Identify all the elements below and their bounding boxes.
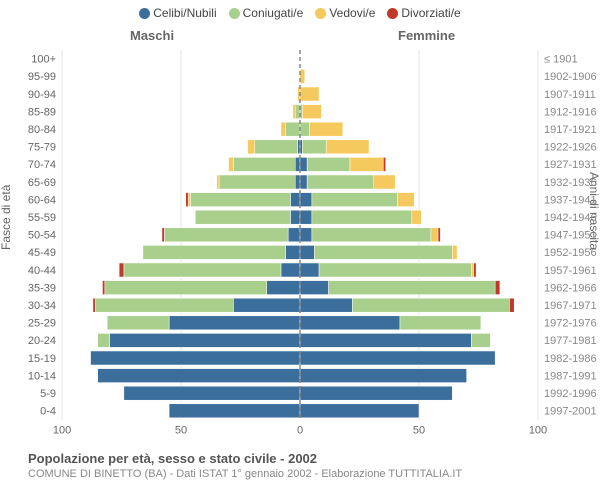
svg-text:100+: 100+: [31, 54, 56, 66]
svg-text:55-59: 55-59: [28, 212, 56, 224]
svg-text:1947-1951: 1947-1951: [544, 230, 597, 242]
svg-text:1957-1961: 1957-1961: [544, 265, 597, 277]
legend-dot: [315, 8, 326, 19]
svg-text:1937-1941: 1937-1941: [544, 194, 597, 206]
legend-dot: [139, 8, 150, 19]
svg-text:30-34: 30-34: [28, 300, 56, 312]
chart-subtitle: COMUNE DI BINETTO (BA) - Dati ISTAT 1° g…: [28, 468, 462, 480]
legend-item: Divorziati/e: [387, 6, 460, 20]
legend-dot: [229, 8, 240, 19]
svg-text:5-9: 5-9: [40, 388, 56, 400]
svg-text:1912-1916: 1912-1916: [544, 106, 597, 118]
svg-text:50-54: 50-54: [28, 230, 56, 242]
svg-text:60-64: 60-64: [28, 194, 56, 206]
svg-text:1902-1906: 1902-1906: [544, 71, 597, 83]
svg-text:35-39: 35-39: [28, 282, 56, 294]
svg-text:90-94: 90-94: [28, 89, 56, 101]
svg-text:≤ 1901: ≤ 1901: [544, 54, 578, 66]
svg-text:1962-1966: 1962-1966: [544, 282, 597, 294]
svg-text:1922-1926: 1922-1926: [544, 142, 597, 154]
y-axis-left-title: Fasce di età: [0, 185, 13, 250]
svg-text:100: 100: [53, 425, 71, 437]
svg-text:1932-1936: 1932-1936: [544, 177, 597, 189]
svg-text:65-69: 65-69: [28, 177, 56, 189]
svg-text:100: 100: [529, 425, 547, 437]
legend-item: Coniugati/e: [229, 6, 304, 20]
svg-text:1917-1921: 1917-1921: [544, 124, 597, 136]
svg-text:1907-1911: 1907-1911: [544, 89, 596, 101]
population-pyramid-chart: Celibi/Nubili Coniugati/e Vedovi/e Divorzia…: [0, 0, 600, 500]
svg-text:1987-1991: 1987-1991: [544, 370, 597, 382]
male-header: Maschi: [130, 28, 174, 43]
svg-text:1927-1931: 1927-1931: [544, 159, 597, 171]
svg-text:80-84: 80-84: [28, 124, 56, 136]
svg-text:0-4: 0-4: [40, 406, 56, 418]
svg-text:1972-1976: 1972-1976: [544, 318, 597, 330]
legend-dot: [387, 8, 398, 19]
svg-text:0: 0: [297, 425, 303, 437]
svg-text:25-29: 25-29: [28, 318, 56, 330]
svg-text:1967-1971: 1967-1971: [544, 300, 597, 312]
legend-item: Celibi/Nubili: [139, 6, 216, 20]
svg-text:45-49: 45-49: [28, 247, 56, 259]
female-header: Femmine: [398, 28, 455, 43]
legend-item: Vedovi/e: [315, 6, 375, 20]
svg-text:15-19: 15-19: [28, 353, 56, 365]
chart-title: Popolazione per età, sesso e stato civil…: [28, 451, 462, 466]
svg-text:1952-1956: 1952-1956: [544, 247, 597, 259]
svg-text:50: 50: [175, 425, 187, 437]
legend: Celibi/Nubili Coniugati/e Vedovi/e Divorzia…: [0, 6, 600, 20]
svg-text:1977-1981: 1977-1981: [544, 335, 597, 347]
svg-text:70-74: 70-74: [28, 159, 56, 171]
svg-text:1982-1986: 1982-1986: [544, 353, 597, 365]
svg-text:95-99: 95-99: [28, 71, 56, 83]
pyramid-plot: 100+≤ 190195-991902-190690-941907-191185…: [62, 44, 538, 442]
chart-footer: Popolazione per età, sesso e stato civil…: [28, 451, 462, 480]
svg-text:85-89: 85-89: [28, 106, 56, 118]
svg-text:75-79: 75-79: [28, 142, 56, 154]
svg-text:1992-1996: 1992-1996: [544, 388, 597, 400]
svg-text:20-24: 20-24: [28, 335, 56, 347]
svg-text:1997-2001: 1997-2001: [544, 406, 597, 418]
svg-text:1942-1946: 1942-1946: [544, 212, 597, 224]
svg-text:10-14: 10-14: [28, 370, 56, 382]
svg-text:50: 50: [413, 425, 425, 437]
svg-text:40-44: 40-44: [28, 265, 56, 277]
